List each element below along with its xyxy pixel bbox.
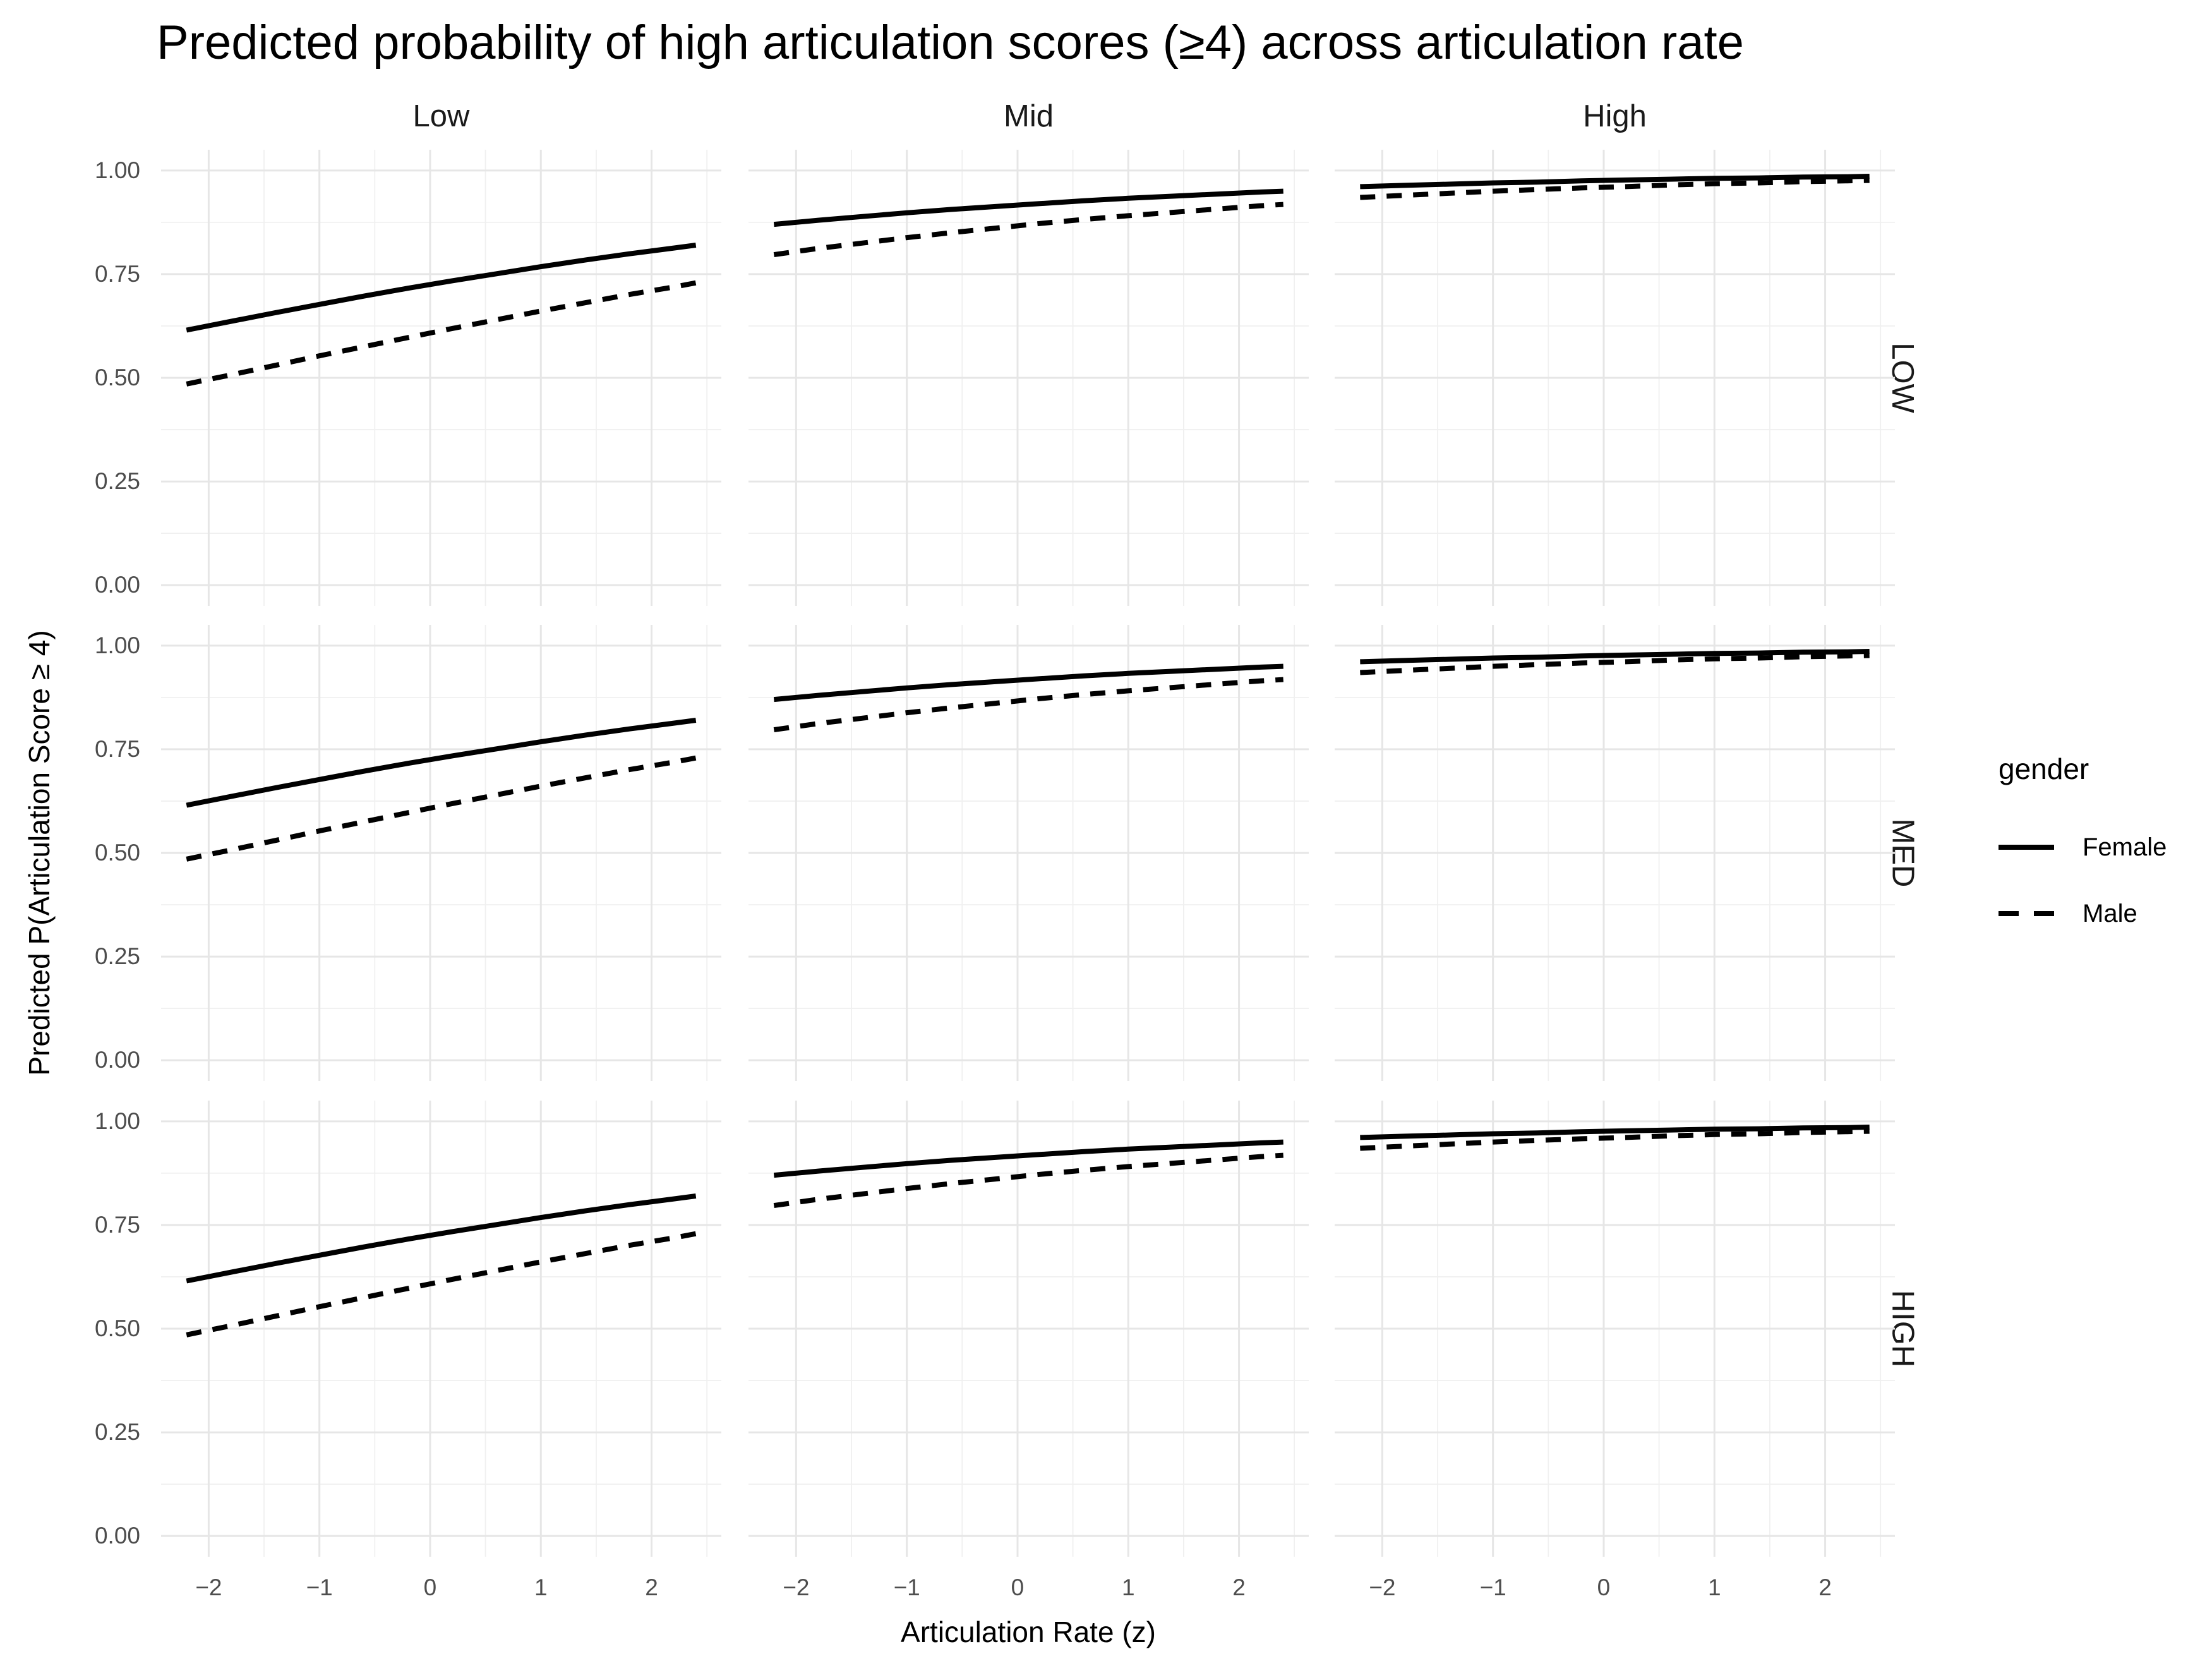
curve-female: [773, 663, 1283, 703]
legend-key-solid-line-icon: [1999, 845, 2054, 850]
curve-female: [186, 243, 697, 333]
facet-panel-mid-high: [748, 1101, 1309, 1557]
x-tick-label: 0: [1011, 1574, 1025, 1600]
curve-male: [773, 202, 1283, 258]
y-tick-label: 1.00: [94, 632, 140, 658]
curve-male: [773, 1152, 1283, 1209]
y-tick-label: 0.75: [94, 260, 140, 287]
facet-panel-low-low: [161, 150, 721, 606]
y-tick-label: 0.00: [94, 1523, 140, 1549]
curve-female: [186, 718, 697, 808]
y-tick-label: 0.25: [94, 468, 140, 495]
y-tick-label: 1.00: [94, 1108, 140, 1134]
x-tick-label: 1: [1707, 1574, 1721, 1600]
curve-male: [1360, 653, 1870, 675]
facet-column-strip-high: High: [1583, 99, 1647, 133]
x-tick-label: −2: [1369, 1574, 1396, 1600]
y-tick-label: 0.00: [94, 572, 140, 598]
facet-panel-low-med: [161, 625, 721, 1081]
legend-entry-male: Male: [1988, 891, 2212, 936]
legend-label-female: Female: [2083, 833, 2167, 861]
curve-male: [773, 677, 1283, 733]
legend-entry-female: Female: [1988, 825, 2212, 869]
facet-panel-mid-low: [748, 150, 1309, 606]
x-tick-label: 1: [534, 1574, 548, 1600]
curve-male: [1360, 178, 1870, 200]
x-tick-label: 2: [1818, 1574, 1832, 1600]
facet-panel-mid-med: [748, 625, 1309, 1081]
x-tick-label: 0: [423, 1574, 437, 1600]
x-tick-label: −1: [306, 1574, 333, 1600]
x-tick-label: −1: [1479, 1574, 1506, 1600]
legend-key-dashed-line-icon: [1999, 911, 2054, 916]
x-tick-label: −2: [783, 1574, 810, 1600]
curve-female: [186, 1193, 697, 1284]
legend-label-male: Male: [2083, 899, 2137, 927]
curve-female: [773, 1139, 1283, 1178]
x-tick-label: −1: [893, 1574, 920, 1600]
y-tick-label: 0.25: [94, 1419, 140, 1446]
x-tick-label: 2: [645, 1574, 658, 1600]
curve-male: [1360, 1128, 1870, 1151]
curve-female: [773, 188, 1283, 227]
legend-title: gender: [1999, 752, 2089, 785]
y-tick-label: 0.50: [94, 365, 140, 390]
legend: gender Female Male: [1988, 752, 2212, 958]
facet-column-strip-mid: Mid: [1004, 99, 1054, 133]
curve-female: [1360, 1125, 1870, 1140]
y-tick-label: 0.50: [94, 1315, 140, 1341]
y-tick-label: 0.75: [94, 735, 140, 762]
x-axis-title: Articulation Rate (z): [901, 1616, 1156, 1648]
y-tick-label: 0.25: [94, 943, 140, 970]
facet-panel-high-low: [1335, 150, 1895, 606]
facet-panel-high-high: [1335, 1101, 1895, 1557]
y-tick-label: 0.00: [94, 1047, 140, 1073]
x-tick-label: 2: [1232, 1574, 1246, 1600]
plot-title: Predicted probability of high articulati…: [157, 16, 1744, 69]
x-tick-label: 0: [1597, 1574, 1611, 1600]
x-tick-label: −2: [195, 1574, 222, 1600]
facet-column-strip-low: Low: [412, 99, 470, 133]
facet-panel-high-med: [1335, 625, 1895, 1081]
x-tick-label: 1: [1121, 1574, 1135, 1600]
curve-female: [1360, 649, 1870, 665]
y-tick-label: 0.75: [94, 1211, 140, 1238]
curve-female: [1360, 174, 1870, 190]
curve-male: [186, 755, 697, 862]
curve-male: [186, 280, 697, 387]
y-tick-label: 1.00: [94, 157, 140, 183]
facet-panel-low-high: [161, 1101, 721, 1557]
curve-male: [186, 1231, 697, 1338]
y-tick-label: 0.50: [94, 840, 140, 866]
